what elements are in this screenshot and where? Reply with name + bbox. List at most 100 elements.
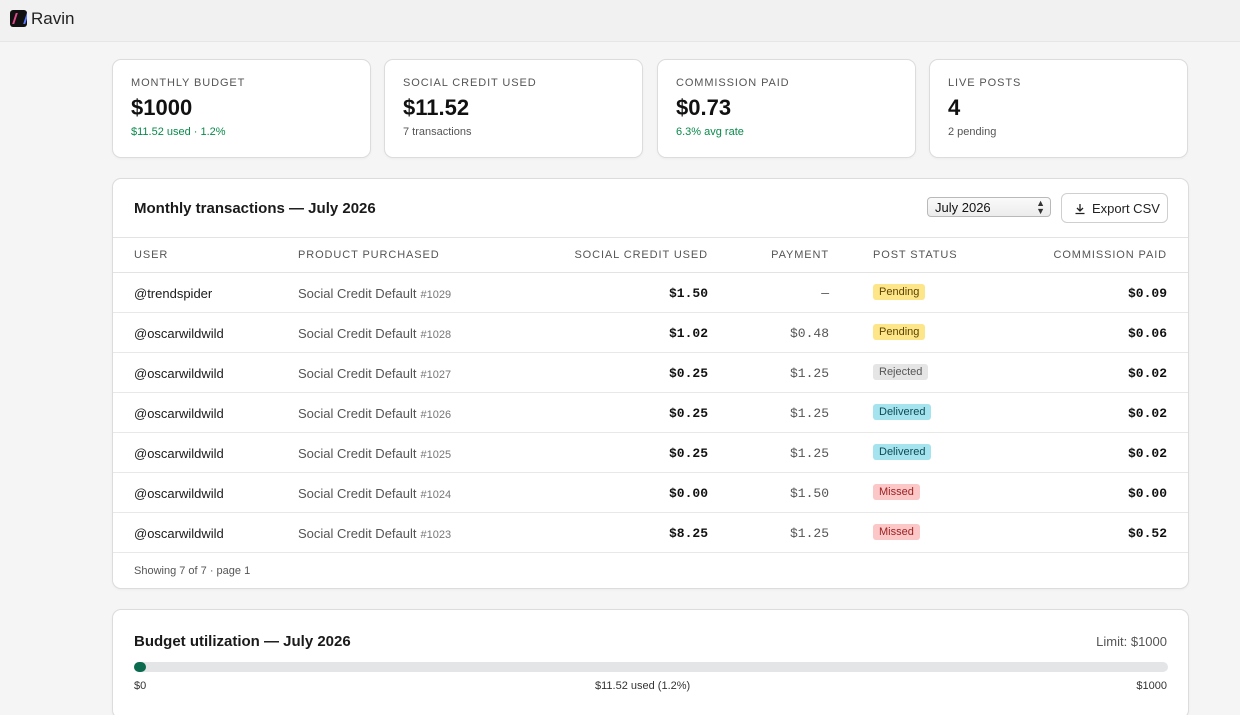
- column-header-credit: SOCIAL CREDIT USED: [574, 249, 708, 261]
- table-header: USER PRODUCT PURCHASED SOCIAL CREDIT USE…: [113, 237, 1188, 273]
- table-row[interactable]: @oscarwildwild Social Credit Default #1023…: [113, 513, 1188, 553]
- row-credit-used: $8.25: [668, 526, 708, 541]
- row-product-name: Social Credit Default: [298, 446, 417, 461]
- row-transaction-id: #1023: [420, 529, 452, 541]
- row-commission: $0.02: [1127, 366, 1167, 381]
- row-user[interactable]: @oscarwildwild: [134, 526, 224, 541]
- stat-label: LIVE POSTS: [948, 77, 1022, 89]
- month-select[interactable]: July 2026 ▲ ▼: [927, 197, 1051, 217]
- transactions-panel: Monthly transactions — July 2026 July 20…: [112, 178, 1189, 589]
- row-product: Social Credit Default #1024: [298, 486, 451, 501]
- stat-card-live-posts: LIVE POSTS 4 2 pending: [929, 59, 1188, 158]
- stat-label: SOCIAL CREDIT USED: [403, 77, 537, 89]
- row-transaction-id: #1029: [420, 289, 452, 301]
- status-badge: Rejected: [873, 364, 929, 380]
- export-csv-label: Export CSV: [1092, 201, 1160, 216]
- column-header-product: PRODUCT PURCHASED: [298, 249, 440, 261]
- row-payment: $1.25: [789, 366, 829, 381]
- row-transaction-id: #1024: [420, 489, 452, 501]
- row-product: Social Credit Default #1025: [298, 446, 451, 461]
- table-row[interactable]: @trendspider Social Credit Default #1029 $1…: [113, 273, 1188, 313]
- stat-label: COMMISSION PAID: [676, 77, 790, 89]
- row-user[interactable]: @oscarwildwild: [134, 406, 224, 421]
- row-payment: $1.50: [789, 486, 829, 501]
- stat-value: $11.52: [403, 95, 470, 120]
- status-badge: Pending: [873, 324, 926, 340]
- row-payment: $1.25: [789, 446, 829, 461]
- row-payment: $1.25: [789, 526, 829, 541]
- month-select-value: July 2026: [935, 200, 991, 215]
- top-bar: Ravin: [0, 0, 1240, 42]
- budget-title: Budget utilization — July 2026: [134, 633, 351, 650]
- budget-panel: Budget utilization — July 2026 Limit: $1…: [112, 609, 1189, 715]
- row-user[interactable]: @oscarwildwild: [134, 486, 224, 501]
- row-user[interactable]: @oscarwildwild: [134, 326, 224, 341]
- row-product: Social Credit Default #1027: [298, 366, 451, 381]
- app-logo-icon[interactable]: [10, 10, 27, 27]
- select-arrows-icon: ▲ ▼: [1036, 198, 1045, 216]
- row-transaction-id: #1026: [420, 409, 452, 421]
- row-user[interactable]: @oscarwildwild: [134, 446, 224, 461]
- table-row[interactable]: @oscarwildwild Social Credit Default #1027…: [113, 353, 1188, 393]
- budget-max-label: $1000: [1136, 680, 1167, 692]
- stat-card-monthly-budget: MONTHLY BUDGET $1000 $11.52 used · 1.2%: [112, 59, 371, 158]
- row-commission: $0.02: [1127, 446, 1167, 461]
- row-product-name: Social Credit Default: [298, 286, 417, 301]
- stat-label: MONTHLY BUDGET: [131, 77, 246, 89]
- row-credit-used: $0.25: [668, 406, 708, 421]
- table-row[interactable]: @oscarwildwild Social Credit Default #1028…: [113, 313, 1188, 353]
- row-product: Social Credit Default #1028: [298, 326, 451, 341]
- row-commission: $0.06: [1127, 326, 1167, 341]
- row-product-name: Social Credit Default: [298, 526, 417, 541]
- download-icon: [1075, 204, 1085, 215]
- row-commission: $0.52: [1127, 526, 1167, 541]
- table-row[interactable]: @oscarwildwild Social Credit Default #1025…: [113, 433, 1188, 473]
- column-header-commission: COMMISSION PAID: [1053, 249, 1167, 261]
- budget-progress-fill: [134, 662, 146, 672]
- column-header-payment: PAYMENT: [771, 249, 829, 261]
- stat-subtext: 2 pending: [948, 126, 997, 138]
- row-user[interactable]: @trendspider: [134, 286, 213, 301]
- table-row[interactable]: @oscarwildwild Social Credit Default #1024…: [113, 473, 1188, 513]
- table-row[interactable]: @oscarwildwild Social Credit Default #1026…: [113, 393, 1188, 433]
- transactions-title: Monthly transactions — July 2026: [134, 200, 376, 217]
- budget-used-label: $11.52 used (1.2%): [595, 680, 691, 692]
- row-user[interactable]: @oscarwildwild: [134, 366, 224, 381]
- row-transaction-id: #1028: [420, 329, 452, 341]
- pagination-summary: Showing 7 of 7 · page 1: [134, 565, 251, 577]
- status-badge: Pending: [873, 284, 926, 300]
- stat-value: $1000: [131, 95, 193, 120]
- row-credit-used: $1.50: [668, 286, 708, 301]
- export-csv-button[interactable]: Export CSV: [1061, 193, 1168, 223]
- row-product: Social Credit Default #1023: [298, 526, 451, 541]
- budget-min-label: $0: [134, 680, 147, 692]
- row-transaction-id: #1027: [420, 369, 452, 381]
- row-payment: $1.25: [789, 406, 829, 421]
- stat-subtext: 6.3% avg rate: [676, 126, 744, 138]
- row-payment: —: [821, 286, 829, 301]
- status-badge: Missed: [873, 484, 920, 500]
- row-product: Social Credit Default #1026: [298, 406, 451, 421]
- row-commission: $0.00: [1127, 486, 1167, 501]
- row-commission: $0.02: [1127, 406, 1167, 421]
- status-badge: Delivered: [873, 444, 932, 460]
- row-product-name: Social Credit Default: [298, 366, 417, 381]
- stat-subtext: 7 transactions: [403, 126, 472, 138]
- column-header-user: USER: [134, 249, 169, 261]
- budget-progress-track: [134, 662, 1168, 672]
- row-product: Social Credit Default #1029: [298, 286, 451, 301]
- stat-subtext: $11.52 used · 1.2%: [131, 126, 226, 138]
- stat-value: 4: [948, 95, 961, 120]
- row-credit-used: $1.02: [668, 326, 708, 341]
- row-credit-used: $0.25: [668, 366, 708, 381]
- stat-card-commission-paid: COMMISSION PAID $0.73 6.3% avg rate: [657, 59, 916, 158]
- row-commission: $0.09: [1127, 286, 1167, 301]
- row-credit-used: $0.25: [668, 446, 708, 461]
- row-product-name: Social Credit Default: [298, 406, 417, 421]
- status-badge: Delivered: [873, 404, 932, 420]
- row-payment: $0.48: [789, 326, 829, 341]
- row-product-name: Social Credit Default: [298, 326, 417, 341]
- row-transaction-id: #1025: [420, 449, 452, 461]
- app-name[interactable]: Ravin: [31, 9, 75, 28]
- column-header-status: POST STATUS: [873, 249, 958, 261]
